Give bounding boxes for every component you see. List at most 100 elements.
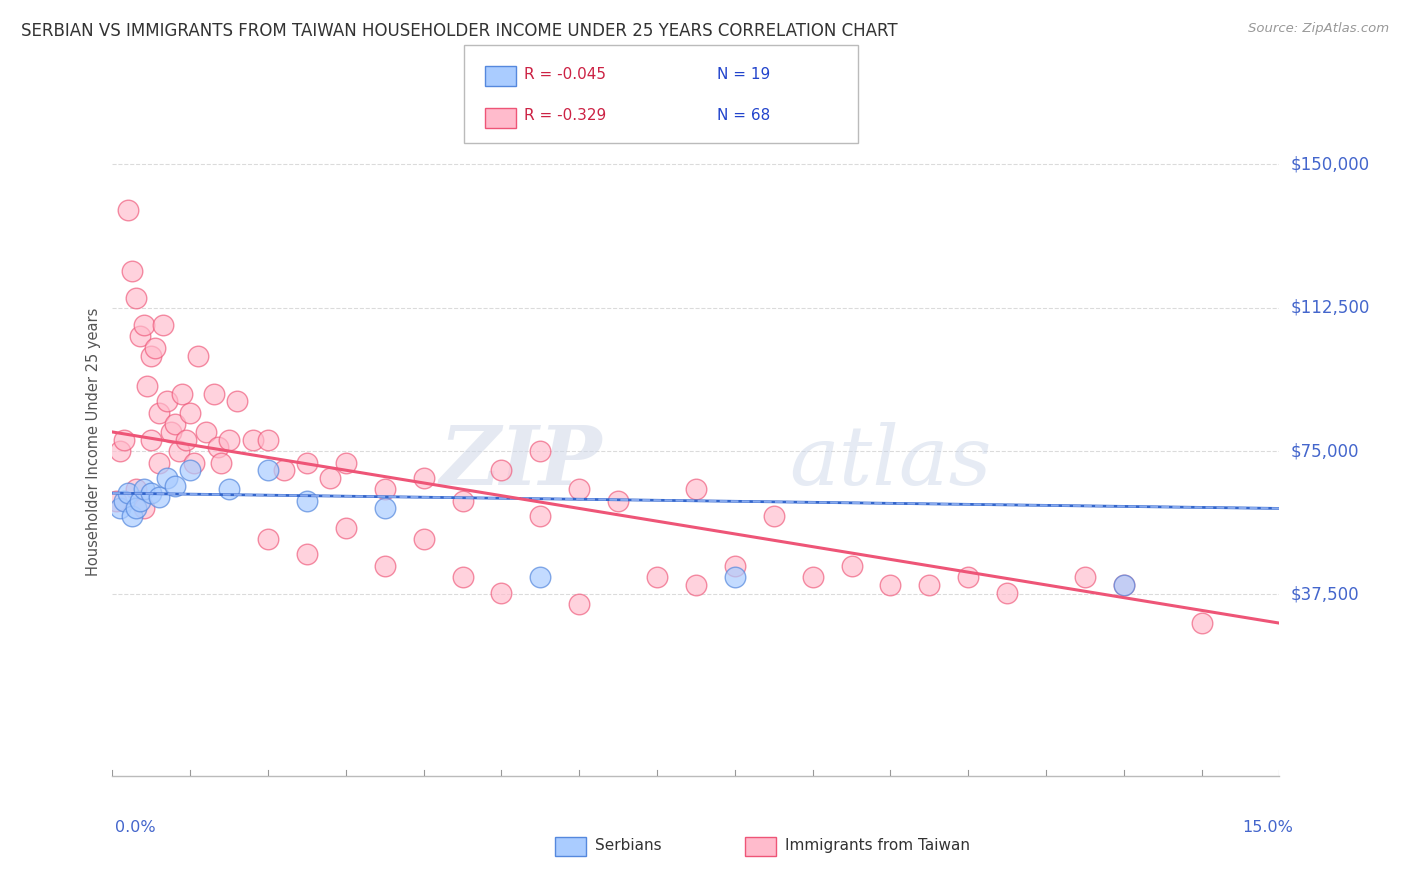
Point — [491, 463, 513, 477]
Point — [136, 379, 159, 393]
Point — [141, 433, 163, 447]
Point — [105, 493, 128, 508]
Point — [125, 291, 148, 305]
Point — [143, 341, 166, 355]
Point — [207, 440, 229, 454]
Point — [117, 486, 139, 500]
Point — [645, 570, 668, 584]
Point — [257, 433, 280, 447]
Point — [295, 493, 318, 508]
Point — [568, 483, 591, 497]
Point — [125, 483, 148, 497]
Point — [1074, 570, 1097, 584]
Point — [801, 570, 824, 584]
Point — [529, 509, 551, 524]
Point — [152, 318, 174, 332]
Point — [187, 349, 209, 363]
Point — [451, 493, 474, 508]
Point — [132, 501, 155, 516]
Text: ZIP: ZIP — [440, 422, 603, 501]
Point — [163, 417, 186, 432]
Text: $75,000: $75,000 — [1291, 442, 1360, 460]
Text: N = 68: N = 68 — [717, 109, 770, 123]
Point — [141, 486, 163, 500]
Point — [209, 456, 232, 470]
Text: atlas: atlas — [789, 422, 991, 501]
Text: Serbians: Serbians — [595, 838, 661, 853]
Point — [160, 425, 183, 439]
Point — [319, 471, 342, 485]
Point — [141, 349, 163, 363]
Point — [335, 520, 357, 534]
Point — [607, 493, 630, 508]
Point — [724, 570, 747, 584]
Text: $150,000: $150,000 — [1291, 155, 1369, 173]
Point — [1191, 616, 1213, 631]
Point — [374, 483, 396, 497]
Point — [1112, 578, 1135, 592]
Text: R = -0.329: R = -0.329 — [524, 109, 606, 123]
Point — [112, 493, 135, 508]
Point — [242, 433, 264, 447]
Point — [724, 558, 747, 573]
Point — [918, 578, 941, 592]
Point — [194, 425, 217, 439]
Point — [202, 386, 225, 401]
Point — [128, 329, 150, 343]
Point — [132, 483, 155, 497]
Point — [112, 433, 135, 447]
Point — [148, 456, 170, 470]
Text: N = 19: N = 19 — [717, 67, 770, 81]
Point — [176, 433, 198, 447]
Point — [128, 493, 150, 508]
Point — [451, 570, 474, 584]
Point — [179, 463, 201, 477]
Point — [121, 264, 143, 278]
Point — [412, 532, 434, 546]
Point — [491, 585, 513, 599]
Point — [226, 394, 249, 409]
Text: 0.0%: 0.0% — [115, 821, 156, 835]
Point — [762, 509, 785, 524]
Point — [148, 406, 170, 420]
Point — [412, 471, 434, 485]
Text: Immigrants from Taiwan: Immigrants from Taiwan — [785, 838, 970, 853]
Point — [110, 501, 132, 516]
Point — [374, 558, 396, 573]
Point — [374, 501, 396, 516]
Point — [295, 547, 318, 561]
Point — [335, 456, 357, 470]
Point — [295, 456, 318, 470]
Point — [529, 570, 551, 584]
Point — [257, 532, 280, 546]
Point — [879, 578, 901, 592]
Text: Source: ZipAtlas.com: Source: ZipAtlas.com — [1249, 22, 1389, 36]
Point — [183, 456, 205, 470]
Point — [110, 444, 132, 458]
Point — [841, 558, 863, 573]
Point — [685, 483, 707, 497]
Text: R = -0.045: R = -0.045 — [524, 67, 606, 81]
Point — [257, 463, 280, 477]
Point — [167, 444, 190, 458]
Point — [568, 597, 591, 611]
Point — [163, 478, 186, 492]
Point — [132, 318, 155, 332]
Point — [995, 585, 1018, 599]
Point — [957, 570, 980, 584]
Point — [121, 509, 143, 524]
Point — [117, 203, 139, 218]
Point — [685, 578, 707, 592]
Point — [218, 483, 240, 497]
Text: 15.0%: 15.0% — [1243, 821, 1294, 835]
Point — [1112, 578, 1135, 592]
Text: SERBIAN VS IMMIGRANTS FROM TAIWAN HOUSEHOLDER INCOME UNDER 25 YEARS CORRELATION : SERBIAN VS IMMIGRANTS FROM TAIWAN HOUSEH… — [21, 22, 897, 40]
Point — [273, 463, 295, 477]
Point — [179, 406, 201, 420]
Text: $112,500: $112,500 — [1291, 299, 1369, 317]
Point — [172, 386, 194, 401]
Point — [125, 501, 148, 516]
Point — [156, 394, 179, 409]
Point — [156, 471, 179, 485]
Text: $37,500: $37,500 — [1291, 585, 1360, 604]
